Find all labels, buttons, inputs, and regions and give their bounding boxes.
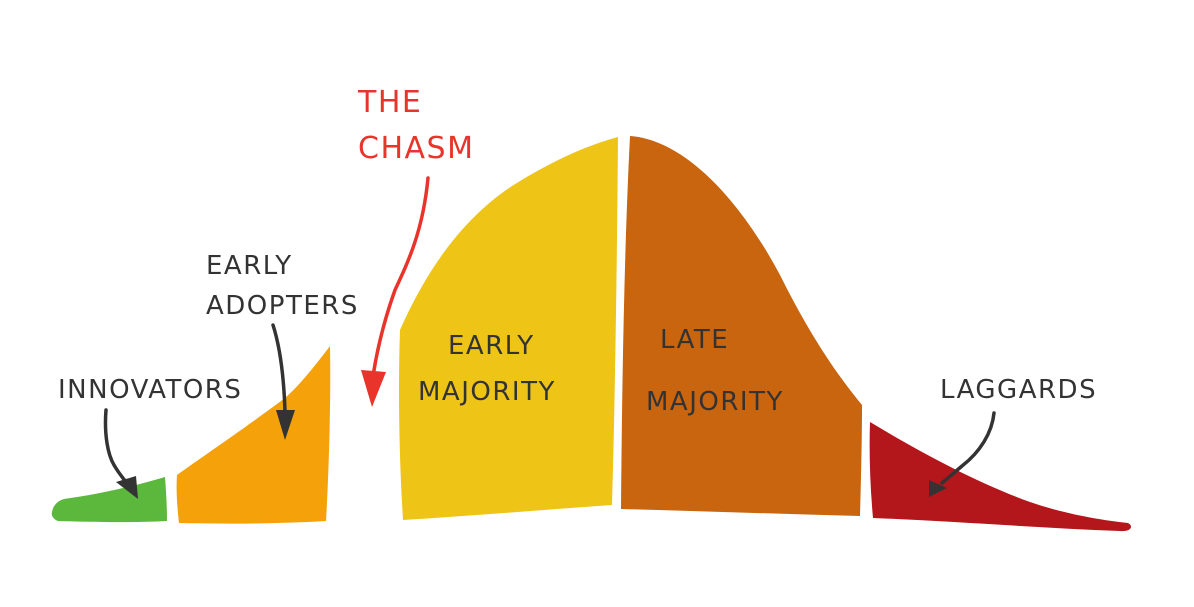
early-adopters-arrowhead	[276, 410, 295, 440]
chasm-label-line-2: CHASM	[358, 131, 474, 166]
late-majority-segment	[621, 136, 862, 516]
late-majority-label: LATE MAJORITY	[646, 325, 784, 417]
early-majority-label-line-1: EARLY	[448, 331, 535, 361]
chasm-label: THE CHASM	[357, 85, 474, 166]
early-majority-segment	[399, 137, 618, 520]
early-adopters-label-line-2: ADOPTERS	[206, 291, 359, 321]
laggards-segment	[869, 422, 1132, 532]
early-adopters-label: EARLY ADOPTERS	[206, 251, 359, 321]
innovators-arrow	[103, 408, 128, 484]
chasm-arrowhead	[361, 370, 386, 407]
early-adopters-label-line-1: EARLY	[206, 251, 293, 281]
innovators-label-line-1: INNOVATORS	[58, 375, 242, 405]
laggards-arrow	[940, 411, 996, 485]
early-adopters-segment	[176, 346, 331, 524]
laggards-label: LAGGARDS	[940, 375, 1097, 405]
innovators-arrowhead	[116, 476, 138, 499]
early-majority-label: EARLY MAJORITY	[418, 331, 556, 407]
late-majority-label-line-1: LATE	[660, 325, 729, 355]
chasm-arrow	[371, 176, 430, 378]
early-majority-label-line-2: MAJORITY	[418, 377, 556, 407]
innovators-segment	[51, 477, 167, 523]
laggards-arrowhead	[929, 480, 947, 497]
chasm-label-line-1: THE	[357, 85, 422, 120]
laggards-label-line-1: LAGGARDS	[940, 375, 1097, 405]
innovators-label: INNOVATORS	[58, 375, 242, 405]
early-adopters-arrow	[271, 323, 287, 414]
late-majority-label-line-2: MAJORITY	[646, 387, 784, 417]
